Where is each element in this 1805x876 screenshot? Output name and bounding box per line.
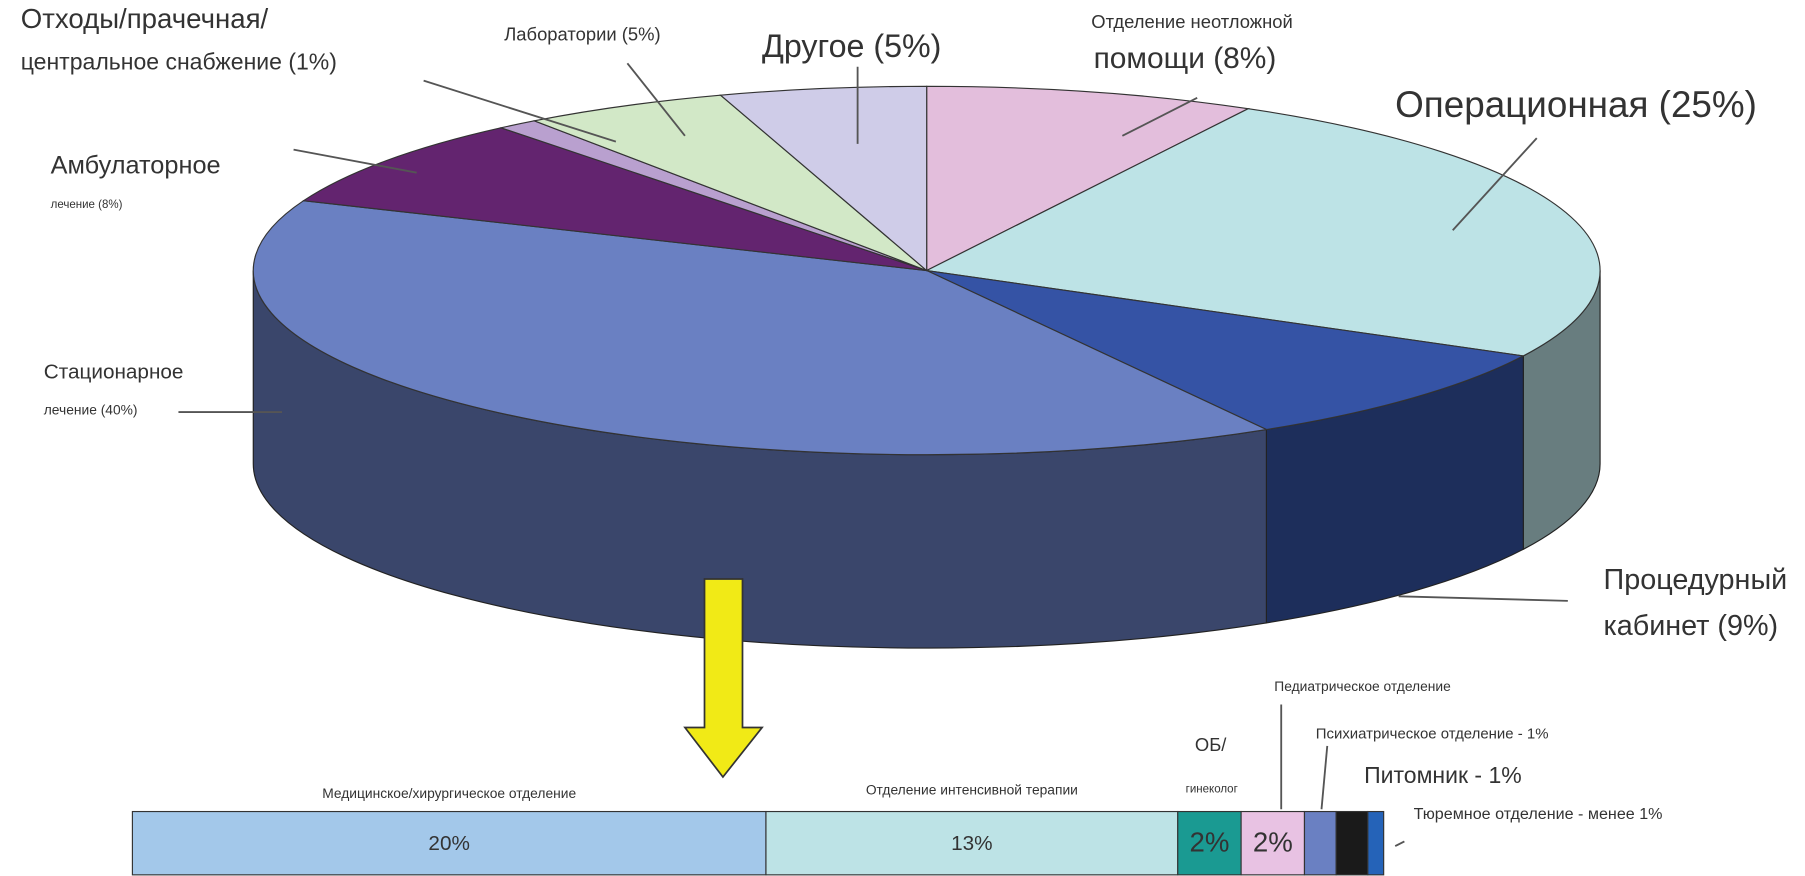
slice-label: Другое (5%) (762, 28, 941, 64)
segment-label: Медицинское/хирургическое отделение (322, 785, 576, 801)
slice-label: Процедурный (1604, 564, 1788, 596)
leader-line (1394, 840, 1405, 847)
slice-label: лечение (8%) (51, 199, 123, 211)
pie-slice (926, 269, 1526, 431)
arrow (683, 578, 764, 779)
leader-line (626, 62, 686, 137)
pie-sides (252, 270, 1601, 649)
segment-label: гинеколог (1186, 784, 1238, 796)
bar-segment (1367, 810, 1385, 876)
value-label: 2% (1189, 827, 1229, 858)
leader-line (293, 148, 417, 174)
value-label: 13% (951, 832, 992, 855)
leader-line (423, 79, 617, 143)
slice-label: Отделение неотложной (1091, 11, 1293, 32)
leader-line (1398, 595, 1568, 602)
bar-segment (1335, 810, 1369, 876)
segment-label: ОБ/ (1195, 734, 1227, 755)
leader-line (1320, 745, 1329, 810)
slice-label: Лаборатории (5%) (504, 24, 660, 45)
slice-label: помощи (8%) (1094, 42, 1277, 75)
slice-label: Амбулаторное (51, 152, 221, 180)
bar: 20% Медицинское/хирургическое отделение 13… (131, 678, 1663, 876)
bar-segment (1240, 810, 1306, 876)
pie-slice (301, 127, 927, 272)
slice-label: Операционная (25%) (1395, 84, 1757, 125)
segment-label: Психиатрическое отделение - 1% (1316, 725, 1549, 742)
leader-line (1452, 137, 1538, 231)
slice-label: лечение (40%) (44, 402, 138, 418)
pie-tops (252, 85, 1601, 456)
leader-line (1121, 97, 1198, 137)
pie-slice (532, 94, 928, 272)
slice-label: Отходы/прачечная/ (21, 3, 269, 34)
segment-label: Питомник - 1% (1364, 762, 1522, 788)
value-label: 2% (1253, 827, 1293, 858)
segment-label: Педиатрическое отделение (1274, 678, 1451, 694)
pie-slice (252, 200, 1269, 456)
bar-segment (1177, 810, 1242, 876)
slice-label: центральное снабжение (1%) (21, 48, 337, 74)
bar-segment (1303, 810, 1337, 876)
pie-slice (719, 85, 928, 272)
segment-label: Тюремное отделение - менее 1% (1414, 805, 1663, 823)
labels: Отделение неотложной помощи (8%) Операцион… (21, 3, 1787, 642)
slice-label: Стационарное (44, 360, 184, 383)
value-label: 20% (428, 832, 469, 855)
pie-slice (926, 85, 1251, 272)
slice-label: кабинет (9%) (1604, 610, 1779, 642)
segment-label: Отделение интенсивной терапии (866, 781, 1078, 797)
